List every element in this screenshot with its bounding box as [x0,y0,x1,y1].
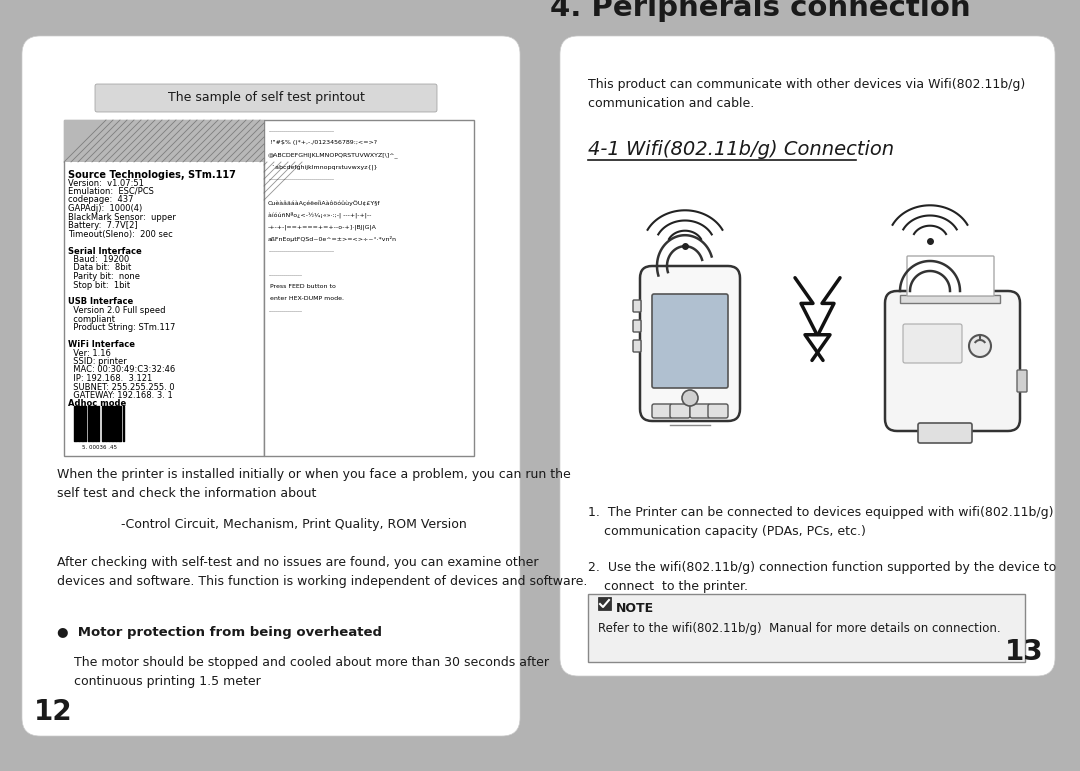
FancyBboxPatch shape [652,404,672,418]
Text: GAPAdj):  1000(4): GAPAdj): 1000(4) [68,204,143,213]
Text: codepage:  437: codepage: 437 [68,196,134,204]
Circle shape [681,390,698,406]
FancyBboxPatch shape [690,404,710,418]
Text: USB Interface: USB Interface [68,298,133,307]
Text: .................................: ................................. [268,176,334,181]
Text: SSID: printer: SSID: printer [68,357,126,366]
Text: àíóúñNªo¿<-½¼¡«»·:;-| ---+|-+|--: àíóúñNªo¿<-½¼¡«»·:;-| ---+|-+|-- [268,212,372,218]
Text: 1.  The Printer can be connected to devices equipped with wifi(802.11b/g)
    co: 1. The Printer can be connected to devic… [588,506,1053,538]
FancyBboxPatch shape [633,340,642,352]
FancyBboxPatch shape [885,291,1020,431]
Text: Baud:  19200: Baud: 19200 [68,255,130,264]
Text: WiFi Interface: WiFi Interface [68,340,135,349]
Text: Version:  v1.07:51: Version: v1.07:51 [68,179,144,187]
Text: Source Technologies, STm.117: Source Technologies, STm.117 [68,170,235,180]
FancyBboxPatch shape [95,84,437,112]
Text: .................................: ................................. [268,128,334,133]
Text: 2.  Use the wifi(802.11b/g) connection function supported by the device to
    c: 2. Use the wifi(802.11b/g) connection fu… [588,561,1056,593]
FancyBboxPatch shape [598,597,611,610]
Text: .................: ................. [268,308,302,313]
Text: Press FEED button to: Press FEED button to [268,284,336,289]
FancyBboxPatch shape [561,36,1055,676]
Text: BlackMark Sensor:  upper: BlackMark Sensor: upper [68,213,176,221]
FancyBboxPatch shape [918,423,972,443]
FancyBboxPatch shape [633,300,642,312]
Text: Timeout(Sleno):  200 sec: Timeout(Sleno): 200 sec [68,230,173,238]
Text: 4-1 Wifi(802.11b/g) Connection: 4-1 Wifi(802.11b/g) Connection [588,140,894,159]
FancyBboxPatch shape [64,120,264,456]
FancyBboxPatch shape [903,324,962,363]
FancyBboxPatch shape [22,36,519,736]
FancyBboxPatch shape [633,320,642,332]
Text: Data bit:  8bit: Data bit: 8bit [68,264,132,272]
FancyBboxPatch shape [907,256,994,296]
Text: 13: 13 [1004,638,1043,666]
Text: IP: 192.168.  3.121: IP: 192.168. 3.121 [68,374,152,383]
Text: compliant: compliant [68,315,114,324]
Text: SUBNET: 255.255.255. 0: SUBNET: 255.255.255. 0 [68,382,175,392]
Text: 5. 00036 .45: 5. 00036 .45 [81,445,117,450]
FancyBboxPatch shape [264,120,474,456]
Text: Stop bit:  1bit: Stop bit: 1bit [68,281,130,289]
FancyBboxPatch shape [670,404,690,418]
Text: CuèàâäáàAçéëeîìAàôöóûùyÖU¢£Y§f: CuèàâäáàAçéëeîìAàôöóûùyÖU¢£Y§f [268,200,380,206]
Text: `abcdefghijklmnopqrstuvwxyz{|}: `abcdefghijklmnopqrstuvwxyz{|} [268,164,378,170]
Text: After checking with self-test and no issues are found, you can examine other
dev: After checking with self-test and no iss… [57,556,588,588]
Text: This product can communicate with other devices via Wifi(802.11b/g)
communicatio: This product can communicate with other … [588,78,1025,110]
Text: Battery:  7.7V[2]: Battery: 7.7V[2] [68,221,137,230]
Text: -Control Circuit, Mechanism, Print Quality, ROM Version: -Control Circuit, Mechanism, Print Quali… [57,518,467,531]
Text: NOTE: NOTE [616,602,654,615]
Text: aßFnEoµtFQSd~0e^=±>=<>÷~°·*vn²n: aßFnEoµtFQSd~0e^=±>=<>÷~°·*vn²n [268,236,397,242]
FancyBboxPatch shape [708,404,728,418]
Text: Adhoc mode: Adhoc mode [68,399,126,409]
FancyBboxPatch shape [652,294,728,388]
FancyBboxPatch shape [1017,370,1027,392]
Text: -+-+-|==+===+=+--o-+]·|BJ|G|A: -+-+-|==+===+=+--o-+]·|BJ|G|A [268,224,377,230]
Text: When the printer is installed initially or when you face a problem, you can run : When the printer is installed initially … [57,468,570,500]
FancyBboxPatch shape [64,120,264,162]
Text: 4. Peripherals connection: 4. Peripherals connection [550,0,971,22]
Text: !"#$% ()*+,-./0123456789:;<=>?: !"#$% ()*+,-./0123456789:;<=>? [268,140,377,145]
Text: 12: 12 [33,698,72,726]
Text: GATEWAY: 192.168. 3. 1: GATEWAY: 192.168. 3. 1 [68,391,173,400]
FancyBboxPatch shape [640,266,740,421]
Text: MAC: 00:30:49:C3:32:46: MAC: 00:30:49:C3:32:46 [68,365,175,375]
Text: Product String: STm.117: Product String: STm.117 [68,323,175,332]
Text: @ABCDEFGHIJKLMNOPQRSTUVWXYZ[\]^_: @ABCDEFGHIJKLMNOPQRSTUVWXYZ[\]^_ [268,152,399,158]
Text: Ver: 1.16: Ver: 1.16 [68,348,111,358]
FancyBboxPatch shape [588,594,1025,662]
Text: The motor should be stopped and cooled about more than 30 seconds after
continuo: The motor should be stopped and cooled a… [75,656,549,688]
Text: Refer to the wifi(802.11b/g)  Manual for more details on connection.: Refer to the wifi(802.11b/g) Manual for … [598,622,1001,635]
Text: Version 2.0 Full speed: Version 2.0 Full speed [68,306,165,315]
Text: enter HEX-DUMP mode.: enter HEX-DUMP mode. [268,296,345,301]
FancyBboxPatch shape [900,295,1000,303]
Text: .................: ................. [268,272,302,277]
Text: Parity bit:  none: Parity bit: none [68,272,140,281]
Circle shape [969,335,991,357]
Text: Serial Interface: Serial Interface [68,247,141,255]
Text: The sample of self test printout: The sample of self test printout [167,92,364,105]
Text: ●  Motor protection from being overheated: ● Motor protection from being overheated [57,626,382,639]
Text: Emulation:  ESC/PCS: Emulation: ESC/PCS [68,187,153,196]
Text: .................................: ................................. [268,248,334,253]
